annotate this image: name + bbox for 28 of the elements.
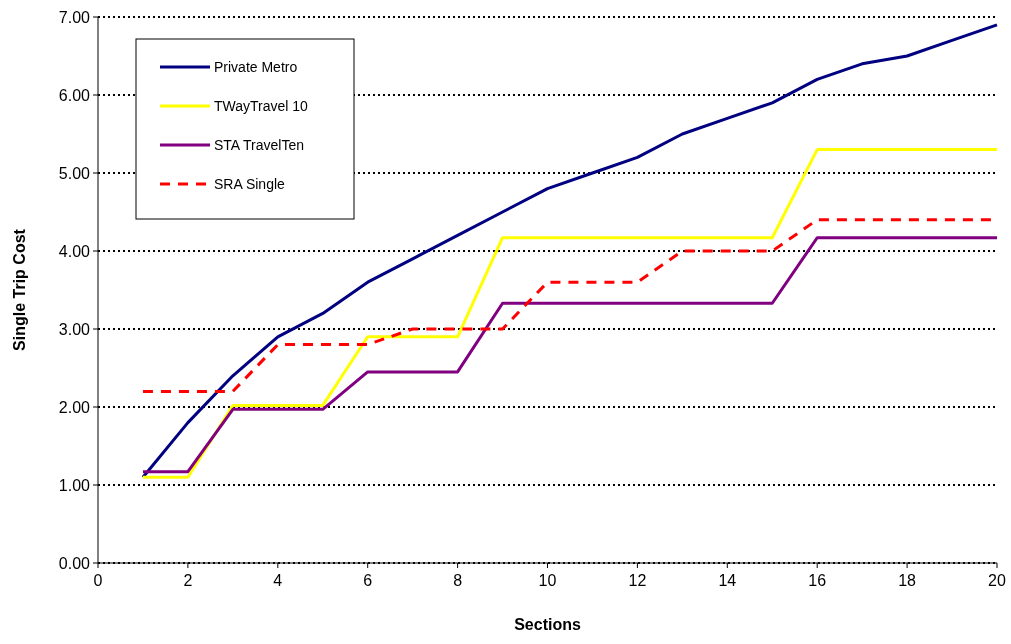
legend-label: SRA Single xyxy=(214,176,286,192)
x-axis-title: Sections xyxy=(514,616,581,633)
line-series xyxy=(141,23,999,479)
y-tick-label: 5.00 xyxy=(58,165,91,182)
y-tick-label: 0.00 xyxy=(58,555,91,572)
y-axis-title: Single Trip Cost xyxy=(11,228,28,351)
x-tick-label: 10 xyxy=(538,572,557,589)
y-tick-label: 3.00 xyxy=(58,321,91,338)
legend-label: Private Metro xyxy=(214,59,298,75)
x-tick-label: 16 xyxy=(808,572,827,589)
legend-label: TWayTravel 10 xyxy=(214,98,309,114)
x-tick-label: 14 xyxy=(718,572,737,589)
y-tick-label: 4.00 xyxy=(58,243,91,260)
legend-label: STA TravelTen xyxy=(214,137,305,153)
x-tick-label: 6 xyxy=(363,572,373,589)
y-tick-label: 1.00 xyxy=(58,477,91,494)
x-tick-label: 4 xyxy=(273,572,283,589)
x-tick-label: 2 xyxy=(183,572,193,589)
y-tick-label: 7.00 xyxy=(58,9,91,26)
line-series xyxy=(141,148,999,479)
x-tick-label: 8 xyxy=(453,572,463,589)
x-tick-label: 20 xyxy=(988,572,1006,589)
x-tick-label: 0 xyxy=(93,572,103,589)
y-tick-label: 2.00 xyxy=(58,399,91,416)
x-tick-label: 18 xyxy=(898,572,917,589)
line-series xyxy=(141,236,999,474)
x-tick-label: 12 xyxy=(628,572,647,589)
y-tick-label: 6.00 xyxy=(58,87,91,104)
